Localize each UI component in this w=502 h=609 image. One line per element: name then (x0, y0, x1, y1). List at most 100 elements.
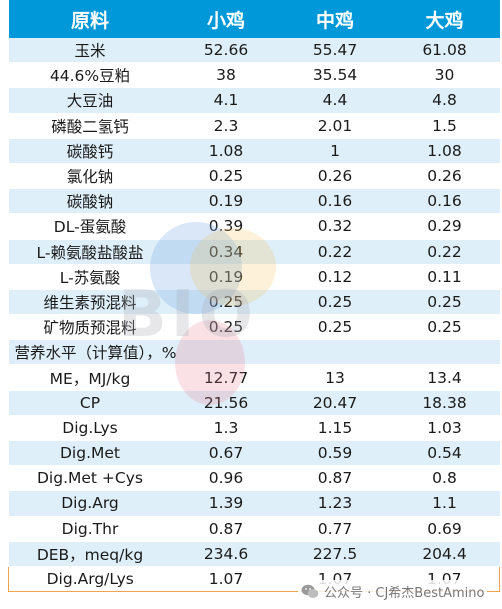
header-finisher: 大鸡 (389, 0, 500, 38)
finisher-value: 4.8 (389, 87, 500, 114)
finisher-value: 0.16 (389, 188, 500, 215)
finisher-value: 0.54 (389, 440, 500, 467)
starter-value: 0.19 (171, 188, 281, 215)
ingredient-cell: Dig.Arg (8, 490, 172, 517)
starter-value: 0.25 (171, 163, 281, 190)
section-label: 营养水平（计算值），% (8, 339, 500, 366)
ingredient-cell: Dig.Met +Cys (8, 465, 172, 492)
ingredient-cell: 氯化钠 (8, 163, 172, 190)
table-row: 氯化钠 0.25 0.26 0.26 (8, 163, 500, 190)
grower-value: 35.54 (280, 62, 390, 89)
finisher-value: 1.08 (389, 138, 500, 164)
grower-value: 227.5 (280, 541, 390, 567)
finisher-value: 204.4 (389, 541, 500, 567)
grower-value: 0.25 (280, 314, 390, 341)
ingredient-cell: Dig.Arg/Lys (8, 565, 172, 593)
ingredient-cell: 矿物质预混料 (8, 314, 172, 341)
ingredient-cell: 磷酸二氢钙 (8, 113, 172, 139)
starter-value: 0.19 (171, 264, 281, 290)
starter-value: 38 (171, 62, 281, 89)
starter-value: 52.66 (171, 38, 281, 64)
grower-value: 0.77 (280, 516, 390, 542)
starter-value: 1.08 (171, 138, 281, 164)
table-row: DL-蛋氨酸 0.39 0.32 0.29 (8, 213, 500, 240)
starter-value: 0.39 (171, 213, 281, 240)
finisher-value: 0.29 (389, 213, 500, 240)
grower-value: 1.15 (280, 415, 390, 442)
ingredient-cell: CP (8, 390, 172, 416)
table-row: DEB，meq/kg 234.6 227.5 204.4 (8, 541, 500, 567)
finisher-value: 1.5 (389, 113, 500, 139)
wechat-icon (301, 584, 319, 598)
ingredient-cell: L-苏氨酸 (8, 264, 172, 290)
starter-value: 234.6 (171, 541, 281, 567)
grower-value: 1.23 (280, 490, 390, 517)
starter-value: 0.25 (171, 314, 281, 341)
table-row: Dig.Met +Cys 0.96 0.87 0.8 (8, 465, 500, 492)
grower-value: 0.12 (280, 264, 390, 290)
header-ingredient: 原料 (8, 0, 172, 38)
table-row: 磷酸二氢钙 2.3 2.01 1.5 (8, 113, 500, 139)
starter-value: 0.34 (171, 239, 281, 265)
footer-source-text: 公众号 · CJ希杰BestAmino (324, 585, 485, 601)
starter-value: 4.1 (171, 87, 281, 114)
finisher-value: 13.4 (389, 364, 500, 391)
ingredient-cell: DEB，meq/kg (8, 541, 172, 567)
table-row: Dig.Thr 0.87 0.77 0.69 (8, 516, 500, 542)
table-row: 44.6%豆粕 38 35.54 30 (8, 62, 500, 89)
grower-value: 0.25 (280, 289, 390, 316)
finisher-value: 0.8 (389, 465, 500, 492)
section-row: 营养水平（计算值），% (8, 339, 500, 366)
table-row: Dig.Met 0.67 0.59 0.54 (8, 440, 500, 467)
finisher-value: 0.11 (389, 264, 500, 290)
ingredient-cell: ME，MJ/kg (8, 364, 172, 391)
grower-value: 20.47 (280, 390, 390, 416)
finisher-value: 30 (389, 62, 500, 89)
source-footer: 公众号 · CJ希杰BestAmino (298, 580, 488, 602)
starter-value: 0.87 (171, 516, 281, 542)
table-row: CP 21.56 20.47 18.38 (8, 390, 500, 416)
finisher-value: 1.03 (389, 415, 500, 442)
ingredient-cell: 维生素预混料 (8, 289, 172, 316)
finisher-value: 61.08 (389, 38, 500, 64)
ingredient-cell: Dig.Met (8, 440, 172, 467)
grower-value: 0.26 (280, 163, 390, 190)
ingredient-cell: 大豆油 (8, 87, 172, 114)
grower-value: 0.32 (280, 213, 390, 240)
table-row: Dig.Arg 1.39 1.23 1.1 (8, 490, 500, 517)
header-grower: 中鸡 (280, 0, 390, 38)
starter-value: 0.25 (171, 289, 281, 316)
ingredient-cell: Dig.Lys (8, 415, 172, 442)
finisher-value: 1.1 (389, 490, 500, 517)
grower-value: 13 (280, 364, 390, 391)
ingredient-cell: 44.6%豆粕 (8, 62, 172, 89)
starter-value: 0.67 (171, 440, 281, 467)
feed-formula-table: 原料 小鸡 中鸡 大鸡 玉米 52.66 55.47 61.08 44.6%豆粕 38 35… (8, 0, 500, 593)
grower-value: 1 (280, 138, 390, 164)
table-row: 玉米 52.66 55.47 61.08 (8, 38, 500, 64)
table-row: 维生素预混料 0.25 0.25 0.25 (8, 289, 500, 316)
starter-value: 1.39 (171, 490, 281, 517)
finisher-value: 18.38 (389, 390, 500, 416)
table-row: L-苏氨酸 0.19 0.12 0.11 (8, 264, 500, 290)
ingredient-cell: 碳酸钙 (8, 138, 172, 164)
ingredient-cell: DL-蛋氨酸 (8, 213, 172, 240)
starter-value: 2.3 (171, 113, 281, 139)
table-row: 大豆油 4.1 4.4 4.8 (8, 87, 500, 114)
table-row: ME，MJ/kg 12.77 13 13.4 (8, 364, 500, 391)
header-row: 原料 小鸡 中鸡 大鸡 (8, 0, 500, 38)
grower-value: 55.47 (280, 38, 390, 64)
table-header: 原料 小鸡 中鸡 大鸡 (8, 0, 500, 38)
table-body: 玉米 52.66 55.47 61.08 44.6%豆粕 38 35.54 30 大豆油 4.1 4… (8, 38, 500, 593)
grower-value: 0.87 (280, 465, 390, 492)
ingredient-cell: 碳酸钠 (8, 188, 172, 215)
finisher-value: 0.22 (389, 239, 500, 265)
finisher-value: 0.69 (389, 516, 500, 542)
table-row: 矿物质预混料 0.25 0.25 0.25 (8, 314, 500, 341)
grower-value: 0.16 (280, 188, 390, 215)
finisher-value: 0.26 (389, 163, 500, 190)
ingredient-cell: L-赖氨酸盐酸盐 (8, 239, 172, 265)
grower-value: 0.22 (280, 239, 390, 265)
